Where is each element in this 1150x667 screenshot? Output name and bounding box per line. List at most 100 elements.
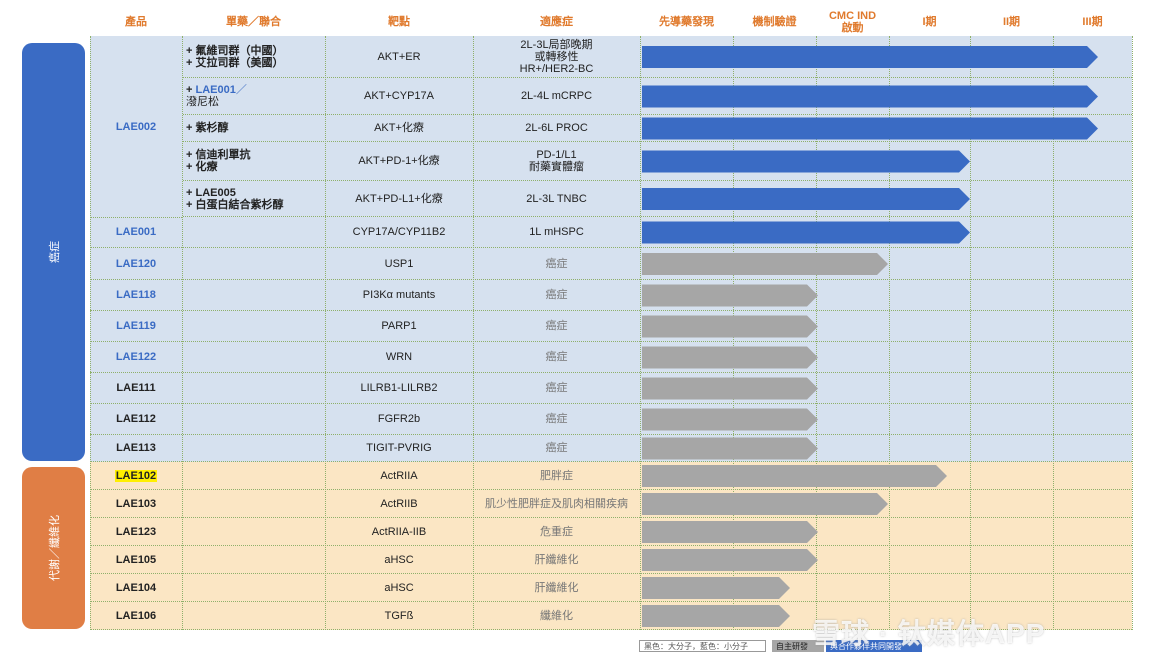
header-phase2: II期 — [1002, 16, 1021, 28]
table-row: LAE122 WRN 癌症 — [90, 342, 1132, 373]
indication-cell: 危重症 — [540, 525, 573, 538]
combo-cell — [182, 490, 325, 517]
combo-cell — [182, 574, 325, 601]
legend-partner: 與合作夥伴共同開發 — [826, 640, 922, 652]
indication-cell: 肥胖症 — [540, 469, 573, 482]
product-name: LAE111 — [116, 382, 156, 394]
table-row: LAE119 PARP1 癌症 — [90, 311, 1132, 342]
combo-cell — [182, 462, 325, 489]
grid-line — [889, 36, 890, 630]
indication-cell: 癌症 — [545, 289, 568, 301]
indication-cell: 癌症 — [545, 257, 568, 270]
header-cmc-ind-text: CMC IND 啟動 — [828, 10, 877, 34]
product-name: LAE112 — [116, 413, 156, 425]
indication-cell: 1L mHSPC — [529, 226, 584, 238]
target-cell: FGFR2b — [377, 413, 421, 425]
target-cell: ActRIIB — [380, 497, 418, 510]
table-row: LAE106 TGFß 纖維化 — [90, 602, 1132, 630]
indication-cell: 癌症 — [545, 442, 568, 454]
table-row: LAE113 TIGIT-PVRIG 癌症 — [90, 435, 1132, 462]
combo-cell — [182, 248, 325, 279]
table-row: + 紫杉醇 AKT+化療 2L-6L PROC — [90, 115, 1132, 142]
indication-cell: 癌症 — [545, 320, 568, 332]
table-row: + LAE001／ 潑尼松 AKT+CYP17A 2L-4L mCRPC — [90, 78, 1132, 115]
indication-cell: 肌少性肥胖症及肌肉相關疾病 — [485, 497, 628, 510]
target-cell: TIGIT-PVRIG — [366, 442, 432, 454]
target-cell: LILRB1-LILRB2 — [360, 382, 438, 394]
combo-cell: + LAE005 + 白蛋白結合紫杉醇 — [182, 181, 325, 216]
target-cell: USP1 — [384, 257, 414, 270]
product-name: LAE001 — [115, 226, 157, 238]
combo-line: + LAE005 — [186, 186, 236, 199]
header-combo: 單藥／聯合 — [226, 16, 281, 28]
combo-cell — [182, 546, 325, 573]
grid-line — [182, 36, 183, 630]
table-row: LAE120 USP1 癌症 — [90, 248, 1132, 280]
combo-cell — [182, 518, 325, 545]
header-target: 靶點 — [388, 16, 410, 28]
combo-cell: + 氟維司群（中國） + 艾拉司群（美國） — [182, 36, 325, 77]
table-row: LAE105 aHSC 肝纖維化 — [90, 546, 1132, 574]
combo-cell — [182, 280, 325, 310]
target-cell: ActRIIA-IIB — [371, 525, 427, 538]
indication-cell: 癌症 — [545, 382, 568, 394]
grid-line — [970, 36, 971, 630]
product-name: LAE102 — [114, 469, 158, 482]
combo-line: 潑尼松 — [186, 96, 219, 108]
table-row: + LAE005 + 白蛋白結合紫杉醇 AKT+PD-L1+化療 2L-3L TNBC — [90, 181, 1132, 217]
target-cell: WRN — [385, 351, 413, 363]
combo-line: + 艾拉司群（美國） — [186, 56, 284, 69]
table-row: + 氟維司群（中國） + 艾拉司群（美國） AKT+ER 2L-3L局部晚期 或轉移性… — [90, 36, 1132, 78]
header-phase3: III期 — [1082, 16, 1103, 28]
target-cell: AKT+CYP17A — [363, 90, 434, 102]
indication-cell: 癌症 — [545, 413, 568, 425]
target-cell: AKT+化療 — [374, 122, 424, 134]
target-cell: ActRIIA — [380, 469, 418, 482]
product-name: LAE118 — [116, 289, 156, 301]
header-discovery: 先導藥發現 — [659, 16, 714, 28]
product-name: LAE119 — [116, 320, 156, 332]
target-cell: AKT+ER — [377, 50, 421, 63]
watermark: 雪球 · 钛媒体APP — [812, 618, 1046, 649]
combo-cell — [182, 602, 325, 629]
combo-line: + 氟維司群（中國） — [186, 44, 284, 57]
category-metabolic-label: 代謝／纖維化 — [48, 515, 61, 581]
target-cell: PARP1 — [381, 320, 417, 332]
category-oncology-tab: 癌症 — [22, 43, 85, 461]
product-name: LAE104 — [115, 581, 157, 594]
combo-cell: + 信迪利單抗 + 化療 — [182, 142, 325, 180]
combo-cell — [182, 342, 325, 372]
group-product-lae002: LAE002 — [90, 36, 182, 218]
category-metabolic-tab: 代謝／纖維化 — [22, 467, 85, 629]
combo-line: + 信迪利單抗 — [186, 149, 251, 161]
category-oncology-label: 癌症 — [48, 241, 61, 263]
combo-cell: + 紫杉醇 — [182, 115, 325, 141]
grid-line — [325, 36, 326, 630]
combo-line: + 紫杉醇 — [186, 122, 229, 134]
target-cell: aHSC — [384, 553, 414, 566]
indication-cell: 2L-3L TNBC — [526, 192, 587, 205]
combo-cell — [182, 217, 325, 247]
metabolic-band — [90, 462, 1132, 630]
header-indication: 適應症 — [540, 16, 573, 28]
table-row: LAE104 aHSC 肝纖維化 — [90, 574, 1132, 602]
combo-line: + 化療 — [186, 161, 218, 173]
grid-line — [473, 36, 474, 630]
product-name: LAE105 — [115, 553, 157, 566]
indication-cell: 2L-4L mCRPC — [520, 90, 593, 102]
target-cell: aHSC — [384, 581, 414, 594]
table-row: LAE111 LILRB1-LILRB2 癌症 — [90, 373, 1132, 404]
table-row: LAE112 FGFR2b 癌症 — [90, 404, 1132, 435]
target-cell: PI3Kα mutants — [362, 289, 436, 301]
product-name: LAE103 — [115, 497, 157, 510]
legend-color-key: 黑色：大分子，藍色：小分子 — [639, 640, 766, 652]
grid-line — [1132, 36, 1133, 630]
table-row: LAE118 PI3Kα mutants 癌症 — [90, 280, 1132, 311]
product-name: LAE123 — [115, 525, 157, 538]
grid-line — [90, 36, 91, 630]
grid-line — [733, 36, 734, 630]
product-name: LAE106 — [115, 609, 157, 622]
table-row: LAE102 ActRIIA 肥胖症 — [90, 462, 1132, 490]
product-name: LAE122 — [115, 351, 157, 363]
combo-cell — [182, 373, 325, 403]
